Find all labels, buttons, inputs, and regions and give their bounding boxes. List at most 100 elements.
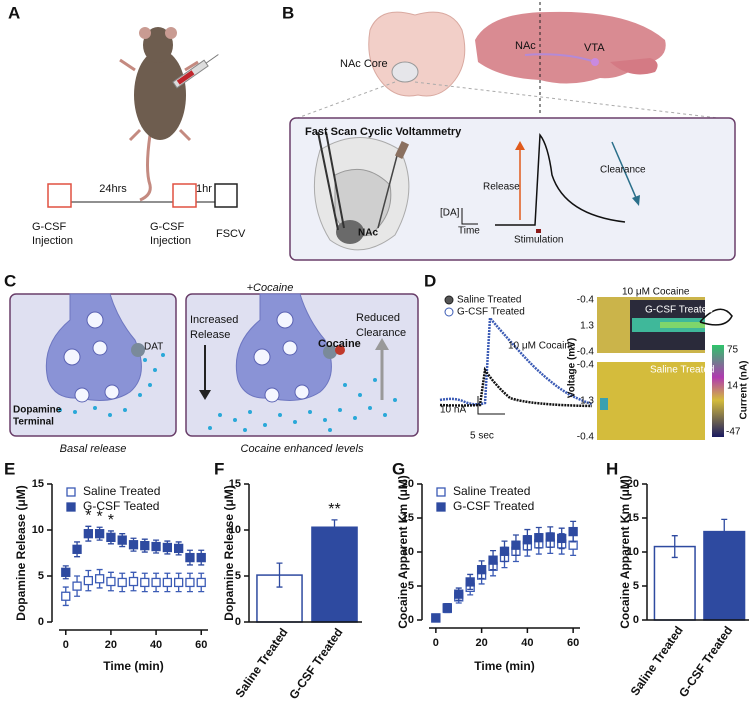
y-tick-label: 0 <box>38 616 44 628</box>
x-tick-label: G-CSF Treated <box>286 626 345 702</box>
marker <box>162 577 173 588</box>
synapse-illustration <box>9 293 419 437</box>
y-tick-label: 5 <box>235 570 241 582</box>
trace-label: Release <box>483 182 520 193</box>
significance-label: ** <box>328 501 340 518</box>
y-tick-label: 10 <box>627 546 639 558</box>
y-tick-label: 5 <box>633 580 639 592</box>
scale-label: 5 sec <box>470 431 494 442</box>
marker <box>61 567 71 577</box>
x-axis-title: Time (min) <box>103 659 163 673</box>
y-axis-title: Cocaine Apparent Km (μM) <box>618 475 632 629</box>
y-tick-label: 15 <box>32 478 44 490</box>
x-tick-label: 20 <box>475 637 487 649</box>
synapse-label: DAT <box>144 342 163 353</box>
x-tick-label: 60 <box>195 639 207 651</box>
trace-annotation: 10 μM Cocaine <box>508 341 576 352</box>
marker <box>568 526 578 537</box>
marker <box>83 529 93 539</box>
brain-illustration <box>289 2 736 261</box>
y-tick-label: 10 <box>402 546 414 558</box>
y-tick-label: 5 <box>408 580 414 592</box>
y-tick-label: 20 <box>627 478 639 490</box>
synapse-label: Clearance <box>356 327 406 339</box>
trace-label: Clearance <box>600 165 646 176</box>
significance-label: * <box>85 508 91 525</box>
y-tick-label: 20 <box>402 478 414 490</box>
marker <box>61 591 71 601</box>
timeline <box>47 183 238 208</box>
scale-label: 10 nA <box>440 405 466 416</box>
interval-label: 1hr <box>196 183 212 195</box>
synapse-label: Increased <box>190 314 238 326</box>
legend-label: G-CSF Treated <box>453 499 534 513</box>
marker <box>454 589 464 599</box>
marker <box>151 577 161 588</box>
marker <box>72 544 82 554</box>
legend-label: Saline Treated <box>453 484 530 498</box>
step-label: G-CSF <box>150 221 185 233</box>
panel-label: H <box>606 459 618 478</box>
x-tick-label: G-CSF Treated <box>676 624 735 700</box>
y-tick-label: 0 <box>235 616 241 628</box>
marker <box>476 565 487 575</box>
y-tick-label: 15 <box>402 512 414 524</box>
interval-label: 24hrs <box>99 183 127 195</box>
step-label: Injection <box>32 235 73 247</box>
error-bar <box>276 562 283 588</box>
legend-marker <box>436 502 446 512</box>
marker <box>94 574 105 584</box>
marker <box>117 535 127 545</box>
marker <box>185 552 195 563</box>
colorbar-tick: -47 <box>726 427 741 438</box>
marker <box>431 613 441 623</box>
error-bar <box>721 518 728 545</box>
synapse-label: Release <box>190 329 230 341</box>
legend-label: G-CSF Teated <box>83 499 159 513</box>
marker <box>174 577 184 588</box>
panel-label: F <box>214 459 224 478</box>
x-tick-label: 40 <box>521 637 533 649</box>
trace-label: [DA] <box>440 208 460 219</box>
axis-title: Voltage (mV) <box>567 338 578 398</box>
marker <box>174 543 184 554</box>
bar <box>653 545 696 621</box>
trace-label: Time <box>458 226 480 237</box>
marker <box>151 541 161 552</box>
bar <box>703 530 746 621</box>
x-tick-label: 0 <box>433 637 439 649</box>
marker <box>106 532 116 543</box>
y-axis-title: Dopamine Release (μM) <box>14 485 28 620</box>
y-tick-label: 15 <box>627 512 639 524</box>
marker <box>511 540 521 550</box>
marker <box>196 552 206 563</box>
marker <box>545 532 555 542</box>
y-axis-title: Dopamine Release (μM) <box>222 485 236 620</box>
y-tick-label: 15 <box>229 478 241 490</box>
panel-label: B <box>282 3 294 22</box>
error-bar <box>331 519 338 536</box>
marker <box>488 555 498 565</box>
marker <box>499 546 510 556</box>
y-axis-title: Cocaine Apparent Km (μM) <box>396 475 410 629</box>
step-label: G-CSF <box>32 221 67 233</box>
step-label: FSCV <box>216 228 246 240</box>
y-tick-label: 0 <box>408 614 414 626</box>
marker <box>140 540 150 551</box>
y-tick-label: 0 <box>633 614 639 626</box>
marker <box>106 576 116 587</box>
caption: Basal release <box>60 443 127 455</box>
y-tick-label: 10 <box>32 524 44 536</box>
marker <box>94 529 105 539</box>
legend-marker <box>436 487 446 497</box>
synapse-label: Dopamine <box>13 405 62 416</box>
panel-label: E <box>4 459 15 478</box>
legend-label: Saline Treated <box>83 484 160 498</box>
region-label: NAc <box>358 228 378 239</box>
legend-marker <box>66 502 76 512</box>
synapse-label: Terminal <box>13 417 54 428</box>
y-tick-label: 10 <box>229 524 241 536</box>
marker <box>128 576 139 587</box>
bar <box>256 574 303 623</box>
